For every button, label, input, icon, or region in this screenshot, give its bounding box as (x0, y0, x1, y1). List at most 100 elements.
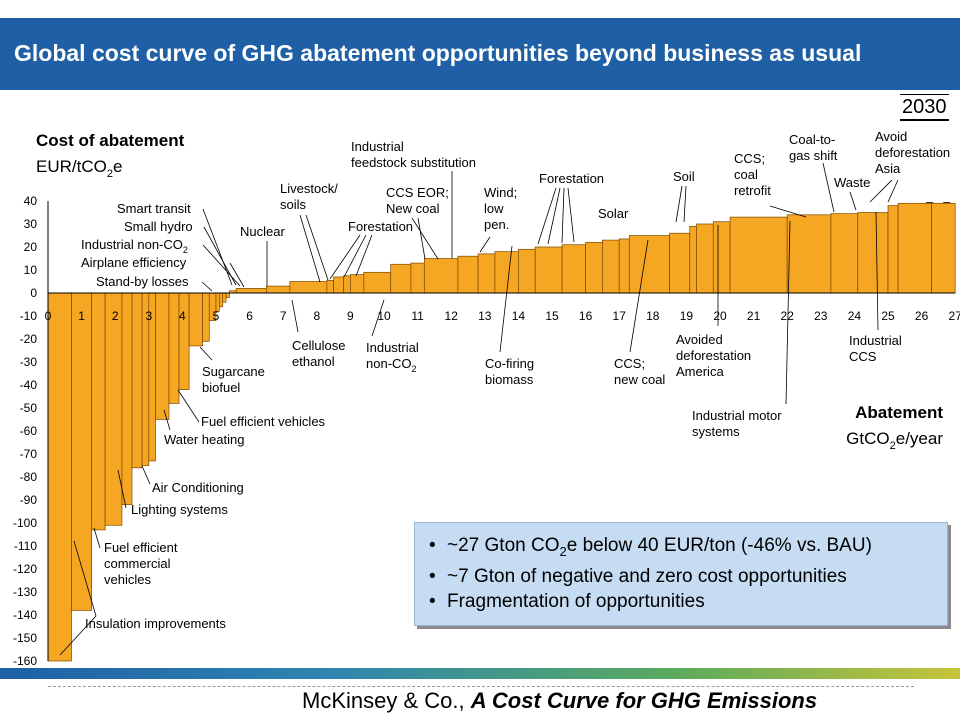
y-tick-label: 0 (30, 286, 37, 300)
y-tick-label: -150 (13, 631, 37, 645)
cost-bar (830, 213, 859, 294)
annotation-label: Cellulose (292, 338, 345, 353)
cost-bar (786, 214, 832, 294)
x-tick-label: 0 (45, 309, 52, 323)
annotation-label: New coal (386, 201, 440, 216)
leader-line (479, 236, 491, 253)
annotation-label: Industrial motor (692, 408, 782, 423)
cost-bar (326, 280, 334, 294)
cost-bar (696, 223, 714, 294)
cost-bar (155, 292, 170, 420)
cost-bar (363, 271, 392, 294)
x-tick-label: 13 (478, 309, 492, 323)
annotation-label: Smart transit (117, 201, 191, 216)
leader-line (683, 185, 687, 223)
source-citation: McKinsey & Co., A Cost Curve for GHG Emi… (302, 688, 817, 714)
annotation-label: Nuclear (240, 224, 285, 239)
annotation-label: soils (280, 197, 307, 212)
annotation-label: Forestation (539, 171, 604, 186)
cost-bar (585, 242, 603, 294)
y-tick-label: -40 (20, 378, 38, 392)
leader-line (141, 465, 151, 485)
x-tick-label: 25 (881, 309, 895, 323)
annotation-label: CCS EOR; (386, 185, 449, 200)
leader-line (329, 234, 361, 280)
annotation-label: low (484, 201, 504, 216)
annotation-label: systems (692, 424, 740, 439)
annotation-label: retrofit (734, 183, 771, 198)
x-tick-label: 14 (512, 309, 526, 323)
finding-item: ~27 Gton CO2e below 40 EUR/ton (-46% vs.… (429, 533, 947, 564)
leader-line (73, 540, 97, 617)
y-tick-label: -90 (20, 493, 38, 507)
y-tick-label: -120 (13, 562, 37, 576)
cost-bar (266, 285, 291, 294)
annotation-label: Coal-to- (789, 132, 835, 147)
annotation-label: Solar (598, 206, 629, 221)
leader-line (417, 217, 426, 260)
key-findings-list: ~27 Gton CO2e below 40 EUR/ton (-46% vs.… (415, 533, 947, 614)
leader-line (177, 389, 200, 423)
annotation-label: biomass (485, 372, 534, 387)
cost-bar (178, 292, 190, 390)
annotation-label: Fuel efficient (104, 540, 178, 555)
leader-line (537, 187, 557, 245)
annotation-label: Lighting systems (131, 502, 228, 517)
cost-bar (457, 255, 479, 294)
annotation-label: Avoided (676, 332, 723, 347)
x-tick-label: 27 (949, 309, 960, 323)
x-axis-title: Abatement (855, 403, 943, 422)
x-tick-label: 9 (347, 309, 354, 323)
cost-bar (410, 262, 425, 294)
leader-line (629, 239, 649, 353)
cost-bar (689, 225, 697, 294)
leader-line (202, 244, 241, 287)
leader-line (875, 211, 879, 331)
x-tick-label: 4 (179, 309, 186, 323)
leader-line (849, 191, 857, 211)
cost-bar (225, 292, 230, 298)
y-tick-label: -100 (13, 516, 37, 530)
cost-bar (131, 292, 143, 469)
leader-line (305, 214, 329, 281)
x-tick-label: 12 (445, 309, 459, 323)
annotation-label: Forestation (348, 219, 413, 234)
x-tick-label: 7 (280, 309, 287, 323)
y-tick-label: -160 (13, 654, 37, 668)
cost-bar (518, 248, 536, 294)
cost-bar (494, 251, 519, 294)
annotation-label: ethanol (292, 354, 335, 369)
leader-line (869, 179, 893, 203)
x-tick-label: 8 (313, 309, 320, 323)
cost-bar (857, 212, 889, 294)
annotation-label: Industrial (849, 333, 902, 348)
finding-item: Fragmentation of opportunities (429, 589, 947, 614)
annotation-label: Industrial (366, 340, 419, 355)
annotation-label: non-CO2 (366, 356, 417, 374)
leader-line (59, 615, 97, 656)
annotation-label: Airplane efficiency (81, 255, 187, 270)
x-tick-label: 11 (411, 309, 424, 323)
cost-bar (390, 263, 412, 294)
y-tick-label: -50 (20, 401, 38, 415)
cost-bar (887, 205, 899, 294)
y-tick-label: 20 (24, 240, 38, 254)
x-tick-label: 18 (646, 309, 660, 323)
annotation-label: Industrial (351, 139, 404, 154)
annotation-label: CCS (849, 349, 877, 364)
annotation-label: Livestock/ (280, 181, 338, 196)
cost-bar (104, 292, 123, 526)
leader-line (229, 262, 245, 288)
cost-bar (188, 292, 203, 347)
cost-bar (477, 253, 496, 294)
annotation-label: new coal (614, 372, 665, 387)
leader-line (291, 299, 299, 333)
x-tick-label: 20 (713, 309, 727, 323)
leader-line (675, 185, 683, 223)
annotation-label: Asia (875, 161, 901, 176)
leader-line (202, 208, 233, 286)
y-tick-label: -130 (13, 585, 37, 599)
annotation-label: biofuel (202, 380, 240, 395)
annotation-label: Waste (834, 175, 870, 190)
leader-line (785, 220, 791, 405)
